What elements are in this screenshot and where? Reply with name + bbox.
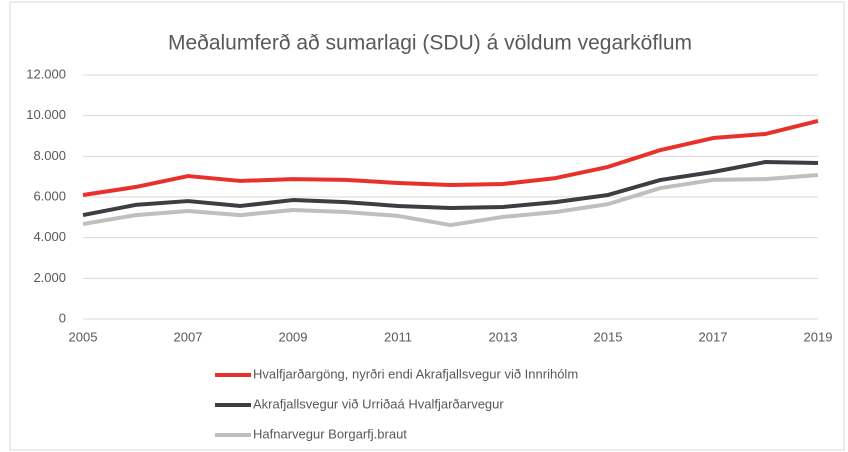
y-tick-label: 12.000 — [26, 66, 66, 81]
y-tick-label: 4.000 — [33, 229, 66, 244]
y-tick-label: 10.000 — [26, 107, 66, 122]
y-tick-label: 8.000 — [33, 148, 66, 163]
y-tick-label: 6.000 — [33, 188, 66, 203]
x-tick-label: 2017 — [699, 329, 728, 344]
series-line — [82, 160, 819, 218]
legend-label: Hvalfjarðargöng, nyrðri endi Akrafjallsv… — [253, 366, 578, 381]
x-tick-label: 2013 — [489, 329, 518, 344]
x-tick-label: 2005 — [69, 329, 98, 344]
chart-title: Meðalumferð að sumarlagi (SDU) á völdum … — [168, 32, 692, 55]
series-line — [82, 119, 819, 197]
legend-label: Akrafjallsvegur við Urriðaá Hvalfjarðarv… — [253, 396, 504, 411]
series-line — [82, 173, 819, 228]
y-tick-label: 2.000 — [33, 270, 66, 285]
x-tick-label: 2015 — [594, 329, 623, 344]
x-tick-label: 2019 — [804, 329, 833, 344]
legend-label: Hafnarvegur Borgarfj.braut — [253, 426, 407, 441]
x-tick-label: 2007 — [174, 329, 203, 344]
y-tick-label: 0 — [59, 310, 66, 325]
chart-frame — [9, 1, 845, 451]
x-tick-label: 2011 — [384, 329, 412, 344]
x-tick-label: 2009 — [279, 329, 308, 344]
